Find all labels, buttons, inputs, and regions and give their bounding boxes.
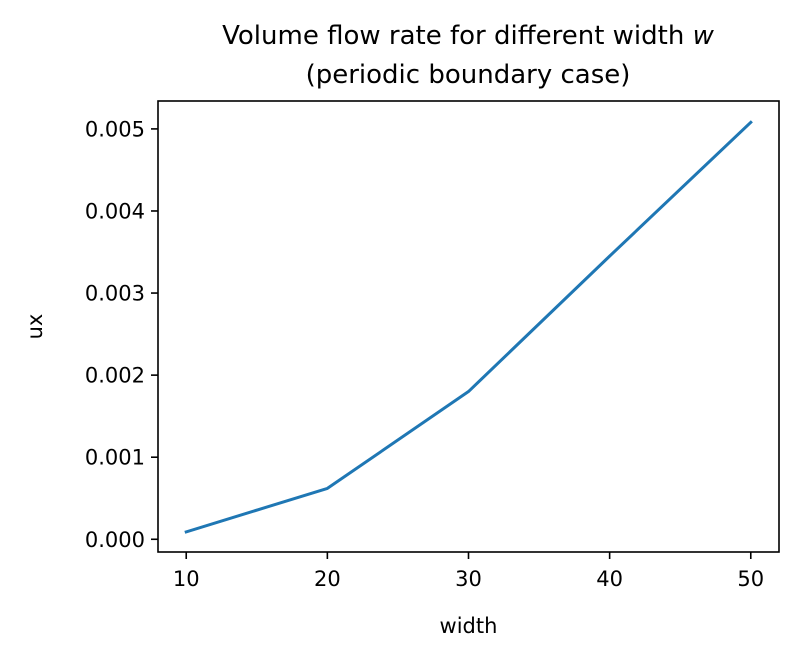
y-tick-label: 0.002	[85, 364, 145, 388]
chart-title-line-1-prefix: Volume flow rate for different width	[222, 21, 693, 51]
x-tick-label: 20	[314, 567, 341, 591]
y-axis-label: ux	[23, 314, 47, 340]
chart-title-variable: w	[693, 21, 715, 51]
x-tick-label: 30	[455, 567, 482, 591]
chart-title-line-2: (periodic boundary case)	[306, 60, 631, 90]
chart-title: Volume flow rate for different width w (…	[222, 21, 715, 90]
x-axis-label: width	[440, 614, 498, 638]
x-axis-ticks: 10 20 30 40 50	[173, 552, 764, 591]
x-tick-label: 50	[737, 567, 764, 591]
y-tick-label: 0.005	[85, 117, 145, 141]
y-tick-label: 0.001	[85, 446, 145, 470]
x-tick-label: 40	[596, 567, 623, 591]
y-tick-label: 0.004	[85, 199, 145, 223]
svg-text:Volume flow rate for different: Volume flow rate for different width w	[222, 21, 715, 51]
series-line	[184, 120, 753, 534]
y-tick-label: 0.003	[85, 282, 145, 306]
y-tick-label: 0.000	[85, 528, 145, 552]
data-series	[184, 120, 753, 534]
y-axis-ticks: 0.000 0.001 0.002 0.003 0.004 0.005	[85, 117, 158, 552]
plot-frame	[157, 100, 780, 553]
x-tick-label: 10	[173, 567, 200, 591]
